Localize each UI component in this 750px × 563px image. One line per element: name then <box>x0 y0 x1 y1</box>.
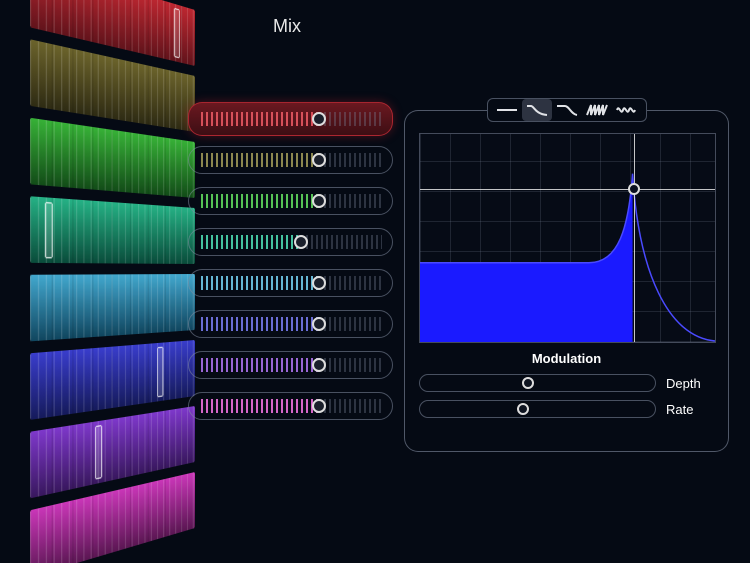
waveshape-sine-multi-icon[interactable] <box>612 99 642 121</box>
mix-slider[interactable] <box>188 228 393 256</box>
track-marker[interactable] <box>45 202 53 258</box>
mix-slider-fill <box>201 235 301 249</box>
track-marker[interactable] <box>174 8 180 59</box>
waveshape-saw-multi-icon[interactable] <box>582 99 612 121</box>
track-row[interactable] <box>30 118 195 198</box>
mix-header-label: Mix <box>273 16 301 37</box>
mix-slider-knob[interactable] <box>312 194 326 208</box>
waveform-icon <box>30 196 195 264</box>
mix-slider-track <box>319 358 382 372</box>
waveform-icon <box>30 274 195 341</box>
mix-slider-knob[interactable] <box>312 112 326 126</box>
graph-cursor-vertical[interactable] <box>634 134 635 342</box>
waveshape-decay-short-icon[interactable] <box>522 99 552 121</box>
rate-knob[interactable] <box>517 403 529 415</box>
depth-knob[interactable] <box>522 377 534 389</box>
mix-slider-fill <box>201 358 319 372</box>
mix-slider-fill <box>201 112 319 126</box>
mix-slider[interactable] <box>188 146 393 174</box>
mix-slider[interactable] <box>188 102 393 136</box>
modulation-title: Modulation <box>419 351 714 366</box>
depth-row: Depth <box>419 374 714 392</box>
mix-slider-fill <box>201 317 319 331</box>
mix-slider[interactable] <box>188 187 393 215</box>
track-marker[interactable] <box>95 425 102 480</box>
mix-slider[interactable] <box>188 269 393 297</box>
waveform-icon <box>30 118 195 198</box>
mix-slider-track <box>319 276 382 290</box>
waveshape-tabs <box>487 98 647 122</box>
envelope-curve <box>420 134 715 342</box>
depth-label: Depth <box>666 376 714 391</box>
mix-slider-track <box>319 112 382 126</box>
mix-slider-knob[interactable] <box>312 317 326 331</box>
mix-slider[interactable] <box>188 392 393 420</box>
mix-slider-track <box>301 235 382 249</box>
track-row[interactable] <box>30 340 195 420</box>
rate-slider[interactable] <box>419 400 656 418</box>
mix-slider-column <box>188 105 393 433</box>
track-row[interactable] <box>30 274 195 341</box>
mix-slider-knob[interactable] <box>312 399 326 413</box>
mix-slider-knob[interactable] <box>312 358 326 372</box>
mix-slider-track <box>319 194 382 208</box>
mix-slider-fill <box>201 276 319 290</box>
modulation-panel: Modulation Depth Rate <box>404 110 729 452</box>
rate-label: Rate <box>666 402 714 417</box>
waveshape-flat-icon[interactable] <box>492 99 522 121</box>
mix-slider-knob[interactable] <box>312 153 326 167</box>
depth-slider[interactable] <box>419 374 656 392</box>
graph-cursor-dot[interactable] <box>628 183 640 195</box>
waveform-icon <box>30 340 195 420</box>
mix-slider-track <box>319 153 382 167</box>
mix-slider-fill <box>201 153 319 167</box>
track-row[interactable] <box>30 196 195 264</box>
graph-cursor-horizontal[interactable] <box>420 189 715 190</box>
mix-slider-track <box>319 399 382 413</box>
mix-slider-fill <box>201 399 319 413</box>
rate-row: Rate <box>419 400 714 418</box>
modulation-graph[interactable] <box>419 133 716 343</box>
envelope-fill <box>420 174 715 342</box>
mix-slider-knob[interactable] <box>312 276 326 290</box>
mix-slider[interactable] <box>188 310 393 338</box>
waveshape-decay-long-icon[interactable] <box>552 99 582 121</box>
mix-slider[interactable] <box>188 351 393 379</box>
track-marker[interactable] <box>157 347 163 398</box>
mix-slider-knob[interactable] <box>294 235 308 249</box>
track-stack <box>0 10 195 535</box>
mix-slider-track <box>319 317 382 331</box>
mix-slider-fill <box>201 194 319 208</box>
